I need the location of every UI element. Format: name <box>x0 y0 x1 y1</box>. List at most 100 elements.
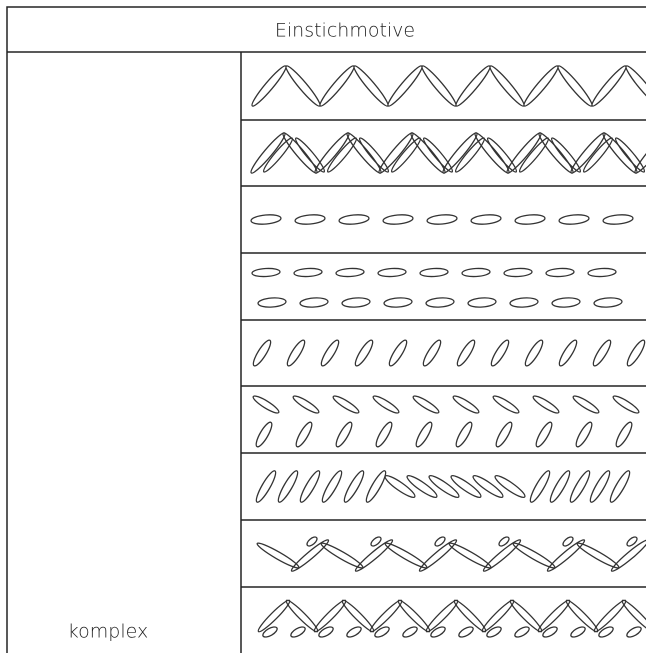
stitch <box>458 626 474 638</box>
stitch <box>467 297 497 308</box>
stitch <box>346 132 382 174</box>
stitch <box>602 132 638 174</box>
stitch <box>382 214 414 225</box>
stitch <box>255 421 273 448</box>
stitch <box>353 65 389 107</box>
stitch <box>551 297 581 308</box>
stitch <box>354 539 394 572</box>
stitch <box>402 626 418 638</box>
stitch <box>492 395 520 414</box>
stitch <box>365 470 387 503</box>
stitch <box>430 626 446 638</box>
stitch <box>377 267 407 278</box>
stitch <box>518 137 550 173</box>
stitch <box>503 267 533 278</box>
stitch <box>514 626 530 638</box>
stitch <box>255 470 277 503</box>
stitch <box>388 339 408 367</box>
stitch <box>374 626 390 638</box>
stitch <box>370 536 382 547</box>
stitch <box>285 65 321 107</box>
stitch <box>251 65 287 107</box>
stitch <box>277 470 299 503</box>
stitch <box>575 421 593 448</box>
stitch <box>286 339 306 367</box>
stitch <box>341 297 371 308</box>
stitch <box>425 297 455 308</box>
stitch <box>293 267 323 278</box>
stitch <box>490 339 510 367</box>
stitch <box>486 137 518 173</box>
stitch <box>319 65 355 107</box>
pattern-rows <box>241 65 646 638</box>
stitch <box>262 626 278 638</box>
stitch <box>294 137 326 173</box>
stitch <box>306 536 318 547</box>
stitch <box>454 137 486 173</box>
stitch <box>538 132 574 174</box>
stitch <box>489 65 525 107</box>
stitch <box>587 267 617 278</box>
stitch <box>375 421 393 448</box>
stitch <box>612 395 640 414</box>
stitch <box>450 475 482 498</box>
stitch <box>251 267 281 278</box>
stitch <box>252 395 280 414</box>
stitch <box>434 536 446 547</box>
stitch <box>472 475 504 498</box>
stitch <box>282 132 318 174</box>
stitch <box>474 132 510 174</box>
stitch <box>406 475 438 498</box>
stitch <box>558 214 590 225</box>
stitch <box>545 267 575 278</box>
stitch <box>294 214 326 225</box>
stitch <box>428 475 460 498</box>
stitch <box>292 395 320 414</box>
stitch <box>410 132 446 174</box>
stitch <box>495 421 513 448</box>
header-title: Einstichmotive <box>275 20 415 42</box>
stitch <box>557 65 593 107</box>
stitch <box>415 421 433 448</box>
stitch <box>610 539 646 572</box>
stitch <box>529 470 551 503</box>
stitch <box>257 297 287 308</box>
stitch <box>250 132 286 174</box>
stitch <box>384 475 416 498</box>
stitch <box>426 214 458 225</box>
stitch <box>558 339 578 367</box>
stitch <box>549 470 571 503</box>
stitch <box>290 626 306 638</box>
stitch <box>456 339 476 367</box>
stitch <box>455 65 491 107</box>
stitch <box>542 626 558 638</box>
stitch <box>569 470 591 503</box>
stitch <box>318 626 334 638</box>
stitch <box>358 137 390 173</box>
stitch <box>299 297 329 308</box>
stitch <box>615 421 633 448</box>
stitch <box>335 267 365 278</box>
stitch <box>343 470 365 503</box>
stitch <box>514 214 546 225</box>
stitch <box>593 297 623 308</box>
stitch <box>546 539 586 572</box>
stitch <box>250 214 282 225</box>
stitch <box>422 137 454 173</box>
stitch <box>290 539 330 572</box>
stitch <box>523 65 559 107</box>
stitch <box>626 339 646 367</box>
stitch <box>461 267 491 278</box>
stitch <box>614 137 646 173</box>
stitch <box>592 339 612 367</box>
row-label: komplex <box>68 621 148 643</box>
stitch <box>326 137 358 173</box>
stitch <box>262 137 294 173</box>
stitch <box>582 137 614 173</box>
stitch <box>634 132 646 174</box>
stitch <box>338 214 370 225</box>
stitch <box>625 65 646 107</box>
stitch <box>295 421 313 448</box>
table-grid <box>6 6 646 657</box>
